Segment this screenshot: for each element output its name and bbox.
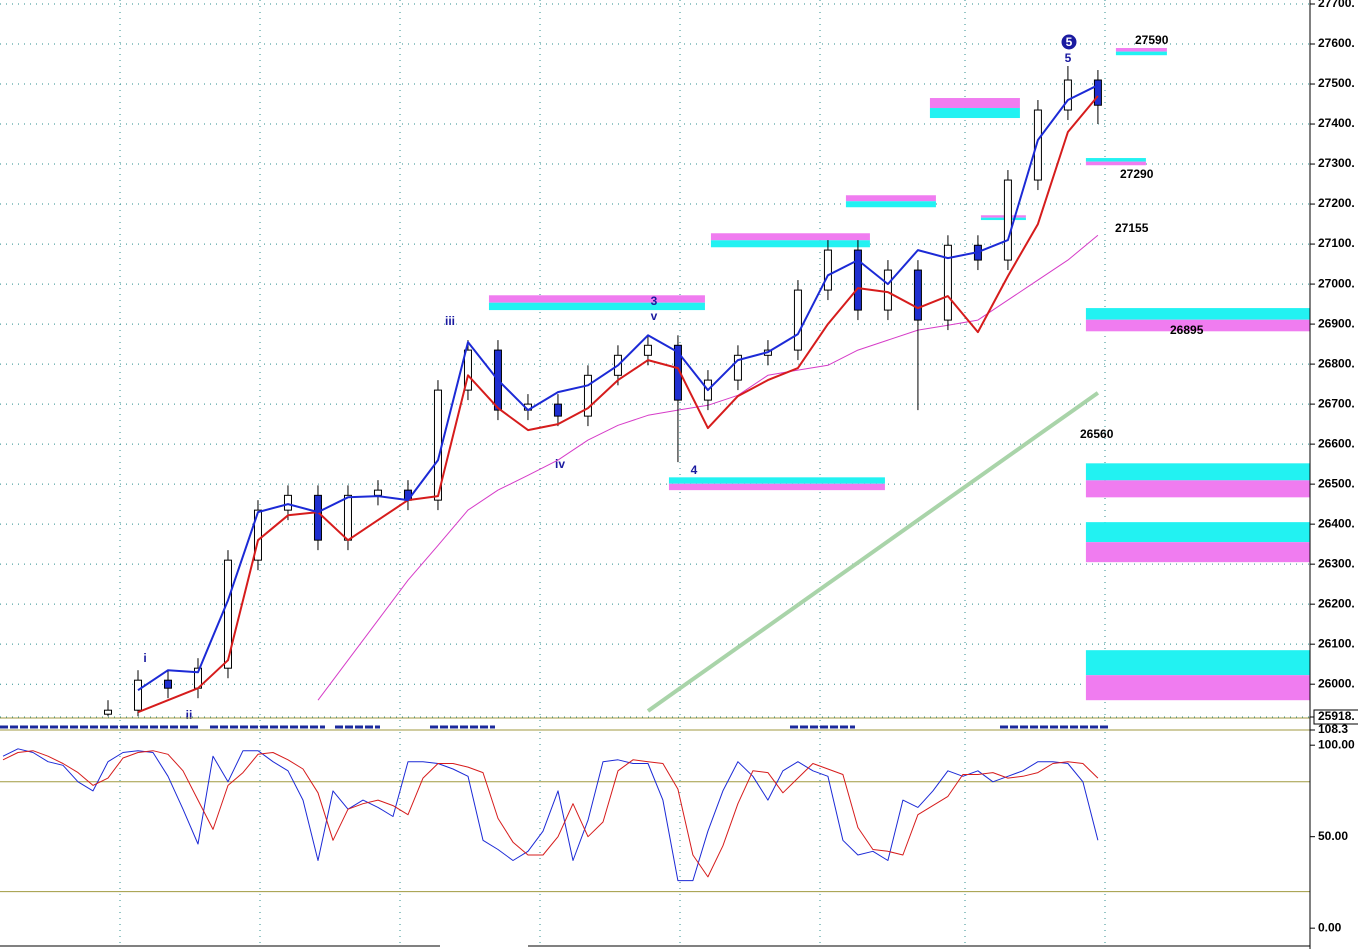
- y-tick-label: 27200.: [1318, 196, 1355, 210]
- y-tick-label-box: [1313, 709, 1358, 725]
- candle-body: [283, 494, 292, 511]
- y-tick-label: 26200.: [1318, 596, 1355, 610]
- y-tick-label: 108.3: [1318, 722, 1348, 736]
- y-tick-label: 50.00: [1318, 829, 1348, 843]
- wave-label: iii: [445, 314, 455, 328]
- y-tick-label: 26400.: [1318, 516, 1355, 530]
- zone-upper: [710, 233, 870, 241]
- series-line: [2, 748, 1099, 882]
- wave-label: v: [651, 309, 658, 323]
- wave-label: iv: [555, 457, 565, 471]
- candle-body: [583, 374, 592, 417]
- y-tick-label: 26300.: [1318, 556, 1355, 570]
- y-tick-label: 27400.: [1318, 116, 1355, 130]
- zone-lower: [845, 201, 936, 208]
- candle-body: [913, 269, 922, 321]
- y-tick-label: 27700.: [1318, 0, 1355, 10]
- y-tick-label: 26800.: [1318, 356, 1355, 370]
- zone-upper: [488, 295, 705, 303]
- wave-label: i: [143, 651, 146, 665]
- y-tick-label: 27500.: [1318, 76, 1355, 90]
- y-tick-label: 27600.: [1318, 36, 1355, 50]
- zone-upper: [845, 195, 936, 202]
- candle-body: [343, 494, 352, 541]
- zone-upper: [1085, 463, 1310, 481]
- zone-upper: [929, 98, 1020, 109]
- candle-body: [733, 354, 742, 381]
- candle-body: [373, 489, 382, 496]
- candle-body: [313, 494, 322, 541]
- series-line: [2, 750, 1099, 878]
- y-tick-label: 26600.: [1318, 436, 1355, 450]
- candle-body: [1093, 79, 1102, 106]
- price-label: 27155: [1115, 221, 1149, 235]
- zone-upper: [668, 477, 885, 484]
- zone-upper: [1085, 522, 1310, 543]
- price-label: 27290: [1120, 167, 1154, 181]
- zone-lower: [710, 240, 870, 248]
- series-line: [646, 391, 1100, 713]
- wave-circle: [1061, 34, 1077, 50]
- zone-upper: [1085, 650, 1310, 676]
- zone-upper: [1085, 308, 1310, 320]
- zone-lower: [1085, 542, 1310, 563]
- candle-body: [823, 249, 832, 291]
- wave-label-circled: 5: [1066, 35, 1073, 49]
- candle-body: [163, 679, 172, 689]
- y-tick-label: 100.00: [1318, 737, 1355, 751]
- candle-body: [133, 679, 142, 711]
- zone-upper: [980, 215, 1026, 218]
- zone-lower: [1085, 161, 1146, 166]
- candle-body: [463, 349, 472, 391]
- candle-body: [223, 559, 232, 669]
- price-label: 26560: [1080, 427, 1114, 441]
- zone-lower: [929, 108, 1020, 119]
- y-tick-label: 27300.: [1318, 156, 1355, 170]
- candle-body: [793, 289, 802, 351]
- y-tick-label: 26100.: [1318, 636, 1355, 650]
- series-line: [137, 84, 1099, 692]
- zone-lower: [668, 483, 885, 491]
- candle-body: [643, 344, 652, 356]
- zone-lower: [1115, 51, 1167, 56]
- candle-body: [1063, 79, 1072, 111]
- y-tick-label: 0.00: [1318, 920, 1342, 934]
- y-tick-label: 25918.: [1318, 709, 1355, 723]
- zone-lower: [1085, 319, 1310, 332]
- candle-body: [103, 709, 112, 715]
- y-tick-label: 26500.: [1318, 476, 1355, 490]
- wave-label: 3: [651, 294, 658, 308]
- candle-body: [943, 244, 952, 321]
- wave-label: 4: [691, 463, 698, 477]
- candle-body: [853, 249, 862, 311]
- zone-lower: [1085, 480, 1310, 498]
- zone-upper: [1085, 158, 1146, 162]
- wave-label: 5: [1065, 51, 1072, 65]
- y-tick-label: 26000.: [1318, 676, 1355, 690]
- y-tick-label: 27000.: [1318, 276, 1355, 290]
- candle-body: [553, 403, 562, 417]
- price-label: 27590: [1135, 33, 1169, 47]
- wave-label: ii: [186, 708, 193, 722]
- zone-upper: [1115, 48, 1167, 52]
- series-line: [137, 95, 1099, 714]
- candle-body: [673, 344, 682, 401]
- candle-body: [883, 269, 892, 311]
- price-label: 26895: [1170, 323, 1204, 337]
- zone-lower: [1085, 675, 1310, 701]
- candle-body: [1033, 109, 1042, 181]
- y-tick-label: 26900.: [1318, 316, 1355, 330]
- y-tick-label: 26700.: [1318, 396, 1355, 410]
- zone-lower: [980, 217, 1026, 221]
- y-tick-label: 27100.: [1318, 236, 1355, 250]
- zone-lower: [488, 302, 705, 311]
- candle-body: [253, 509, 262, 561]
- candle-body: [1003, 179, 1012, 261]
